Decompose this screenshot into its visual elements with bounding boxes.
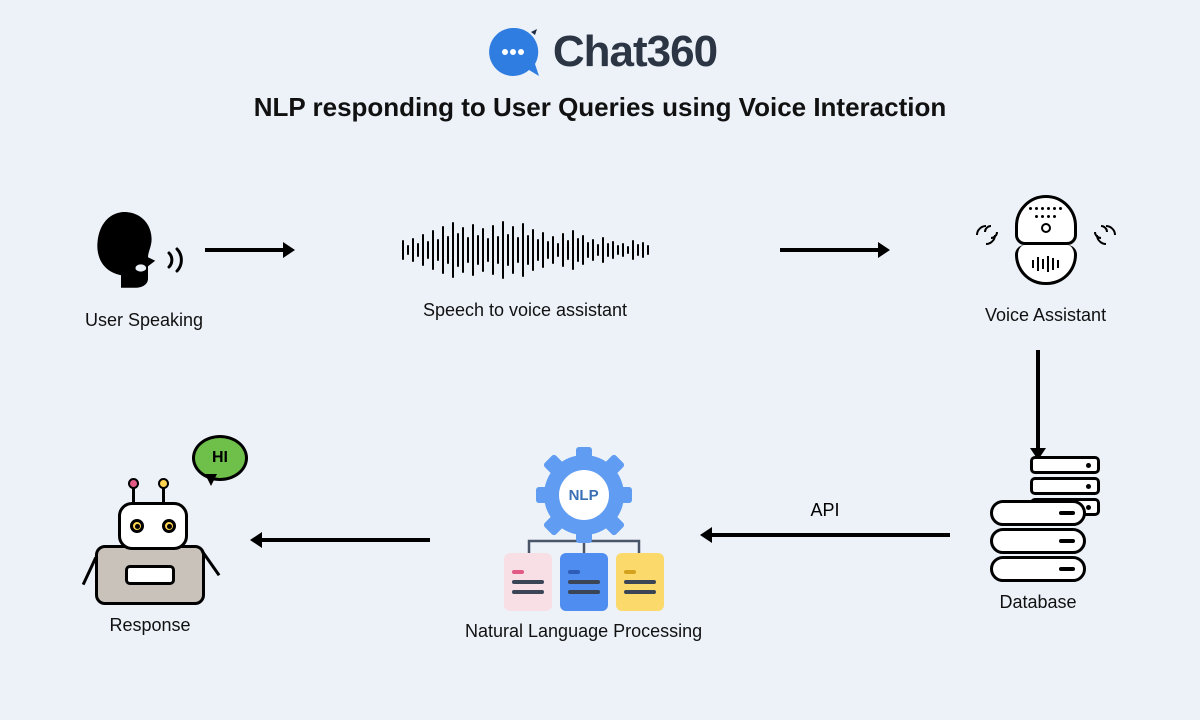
node-label: Database: [990, 592, 1086, 613]
robot-icon: HI: [90, 505, 210, 605]
arrow-down-icon: [1028, 350, 1048, 460]
arrow-right-icon: [780, 240, 890, 260]
voice-assistant-icon: [1006, 195, 1086, 295]
speech-bubble-hi: HI: [192, 435, 248, 481]
node-nlp: NLP Natural Language Processing: [465, 455, 702, 642]
arrow-api: API: [700, 500, 950, 550]
head-speaking-icon: [85, 205, 175, 300]
brand-logo: Chat360: [0, 0, 1200, 82]
node-label: Response: [90, 615, 210, 636]
database-icon: [990, 500, 1086, 582]
node-speech-waveform: Speech to voice assistant: [360, 210, 690, 321]
node-label: Voice Assistant: [985, 305, 1106, 326]
arrow-left-icon: [250, 530, 430, 550]
diagram-title: NLP responding to User Queries using Voi…: [0, 92, 1200, 123]
arrow-left-icon: [700, 525, 950, 545]
node-voice-assistant: Voice Assistant: [985, 195, 1106, 326]
brand-name: Chat360: [553, 27, 717, 77]
chat-bubble-icon: [483, 22, 543, 82]
node-response: HI Response: [90, 505, 210, 636]
node-database: Database: [990, 500, 1086, 613]
node-label: User Speaking: [85, 310, 203, 331]
node-user-speaking: User Speaking: [85, 205, 203, 331]
sound-wave-icon: [165, 245, 195, 275]
gear-label: NLP: [559, 470, 609, 520]
arrow-right-icon: [205, 240, 295, 260]
nlp-gear-icon: NLP: [465, 455, 702, 611]
edge-label: API: [700, 500, 950, 521]
node-label: Speech to voice assistant: [360, 300, 690, 321]
node-label: Natural Language Processing: [465, 621, 702, 642]
waveform-icon: [360, 210, 690, 290]
